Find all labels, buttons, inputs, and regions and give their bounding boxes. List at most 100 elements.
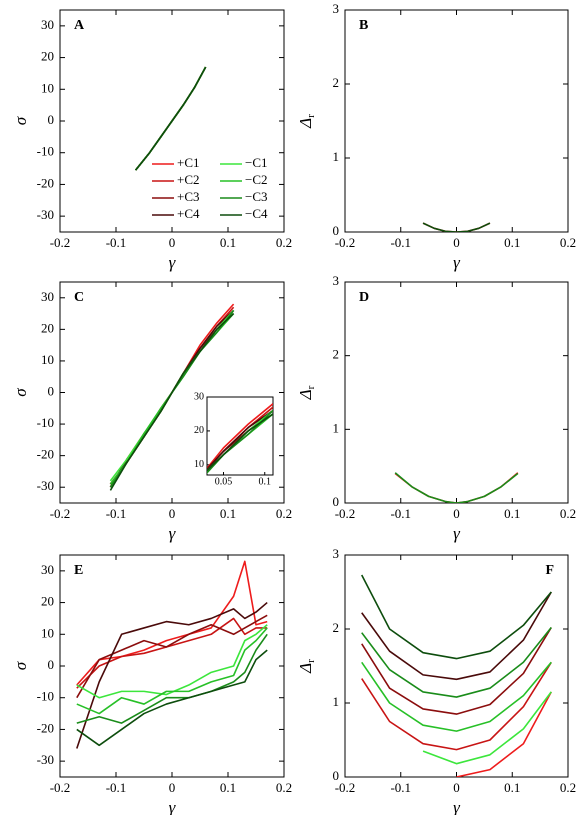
series-line — [76, 624, 268, 699]
x-tick-label: 0.1 — [504, 780, 520, 795]
panel-label: C — [74, 290, 84, 305]
inset-y-tick-label: 10 — [194, 459, 204, 470]
y-tick-label: -30 — [37, 478, 54, 493]
x-tick-label: 0 — [169, 235, 176, 250]
x-axis-label: γ — [453, 524, 461, 543]
series-line — [109, 312, 235, 491]
y-tick-label: 3 — [333, 546, 340, 561]
y-tick-label: 3 — [333, 273, 340, 288]
x-axis-label: γ — [453, 798, 461, 815]
y-tick-label: -30 — [37, 752, 54, 767]
x-tick-label: 0.1 — [504, 235, 520, 250]
series-line — [422, 691, 552, 765]
x-tick-label: 0.2 — [560, 506, 576, 521]
y-tick-label: 30 — [41, 17, 54, 32]
y-tick-label: -20 — [37, 175, 54, 190]
series-line — [361, 661, 552, 732]
legend-label: +C2 — [177, 172, 200, 187]
series-line — [361, 627, 552, 715]
y-axis-label: Δr — [296, 114, 317, 129]
panel-label: A — [74, 18, 85, 33]
inset-y-tick-label: 30 — [194, 391, 204, 402]
y-axis-label-symbol: Δ — [296, 389, 315, 400]
y-tick-label: -20 — [37, 447, 54, 462]
y-tick-label: 0 — [333, 223, 340, 238]
y-tick-label: -20 — [37, 720, 54, 735]
legend-label: −C1 — [245, 155, 268, 170]
axes-frame — [344, 281, 569, 504]
x-tick-label: 0 — [453, 506, 460, 521]
y-tick-label: 2 — [333, 347, 340, 362]
series-line — [76, 601, 268, 749]
x-axis-label: γ — [453, 253, 461, 272]
x-tick-label: -0.2 — [50, 235, 71, 250]
x-tick-label: -0.1 — [106, 235, 127, 250]
x-tick-label: -0.1 — [390, 780, 411, 795]
inset-x-tick-label: 0.1 — [259, 476, 272, 487]
panel: -0.2 -0.1 0 0.1 0.2 0 1 2 3 γ Δr D — [296, 273, 576, 543]
y-tick-label: 3 — [333, 1, 340, 16]
y-axis-label-subscript: r — [305, 659, 317, 663]
y-tick-label: 10 — [41, 352, 54, 367]
legend-label: −C4 — [245, 206, 268, 221]
x-tick-label: -0.2 — [50, 780, 71, 795]
series-line — [207, 409, 273, 474]
series-line — [76, 614, 268, 699]
x-tick-label: 0.2 — [276, 506, 292, 521]
y-axis-label-symbol: σ — [11, 388, 30, 397]
y-axis-label: σ — [11, 388, 30, 397]
inset-y-tick-label: 20 — [194, 425, 204, 436]
series-line — [207, 409, 273, 471]
y-tick-label: 0 — [333, 768, 340, 783]
legend-label: +C3 — [177, 189, 200, 204]
series-line — [134, 66, 207, 171]
y-tick-label: -10 — [37, 689, 54, 704]
series-line — [207, 403, 273, 470]
axes-frame — [344, 554, 569, 778]
y-tick-label: 2 — [333, 75, 340, 90]
x-tick-label: 0.1 — [220, 506, 236, 521]
legend-label: −C2 — [245, 172, 268, 187]
x-tick-label: 0.1 — [220, 780, 236, 795]
panel: -0.2 -0.1 0 0.1 0.2 -30 -20 -10 0 10 20 30 γ σ A +C1 +C2… — [11, 9, 292, 272]
y-tick-label: -30 — [37, 207, 54, 222]
x-tick-label: 0.1 — [504, 506, 520, 521]
series-line — [361, 627, 552, 698]
x-tick-label: 0.1 — [220, 235, 236, 250]
x-tick-label: -0.2 — [335, 780, 356, 795]
y-axis-label-symbol: σ — [11, 116, 30, 125]
x-tick-label: -0.1 — [390, 235, 411, 250]
inset-x-tick-label: 0.05 — [215, 476, 233, 487]
series-line — [394, 472, 519, 503]
panel: -0.2 -0.1 0 0.1 0.2 -30 -20 -10 0 10 20 30 γ σ E — [11, 554, 292, 815]
y-tick-label: 0 — [333, 494, 340, 509]
legend-label: −C3 — [245, 189, 268, 204]
x-tick-label: -0.2 — [50, 506, 71, 521]
y-tick-label: 2 — [333, 620, 340, 635]
x-tick-label: 0 — [169, 780, 176, 795]
y-axis-label: Δr — [296, 385, 317, 400]
series-line — [422, 222, 491, 232]
y-tick-label: 30 — [41, 562, 54, 577]
y-tick-label: 1 — [333, 149, 340, 164]
y-tick-label: 20 — [41, 594, 54, 609]
series-line — [207, 409, 273, 471]
x-tick-label: 0.2 — [560, 235, 576, 250]
x-tick-label: -0.1 — [106, 506, 127, 521]
x-tick-label: -0.2 — [335, 235, 356, 250]
x-tick-label: 0 — [453, 235, 460, 250]
panel: -0.2 -0.1 0 0.1 0.2 -30 -20 -10 0 10 20 30 γ σ C 0.05 0.… — [11, 281, 292, 543]
x-tick-label: 0.2 — [560, 780, 576, 795]
y-tick-label: -10 — [37, 415, 54, 430]
series-line — [361, 591, 552, 681]
y-axis-label: σ — [11, 661, 30, 670]
y-tick-label: 0 — [48, 657, 55, 672]
series-line — [361, 661, 552, 751]
axes-frame — [344, 9, 569, 233]
x-axis-label: γ — [169, 798, 177, 815]
x-tick-label: 0 — [169, 506, 176, 521]
x-tick-label: -0.2 — [335, 506, 356, 521]
series-line — [456, 691, 552, 777]
panel: -0.2 -0.1 0 0.1 0.2 0 1 2 3 γ Δr F — [296, 546, 576, 815]
